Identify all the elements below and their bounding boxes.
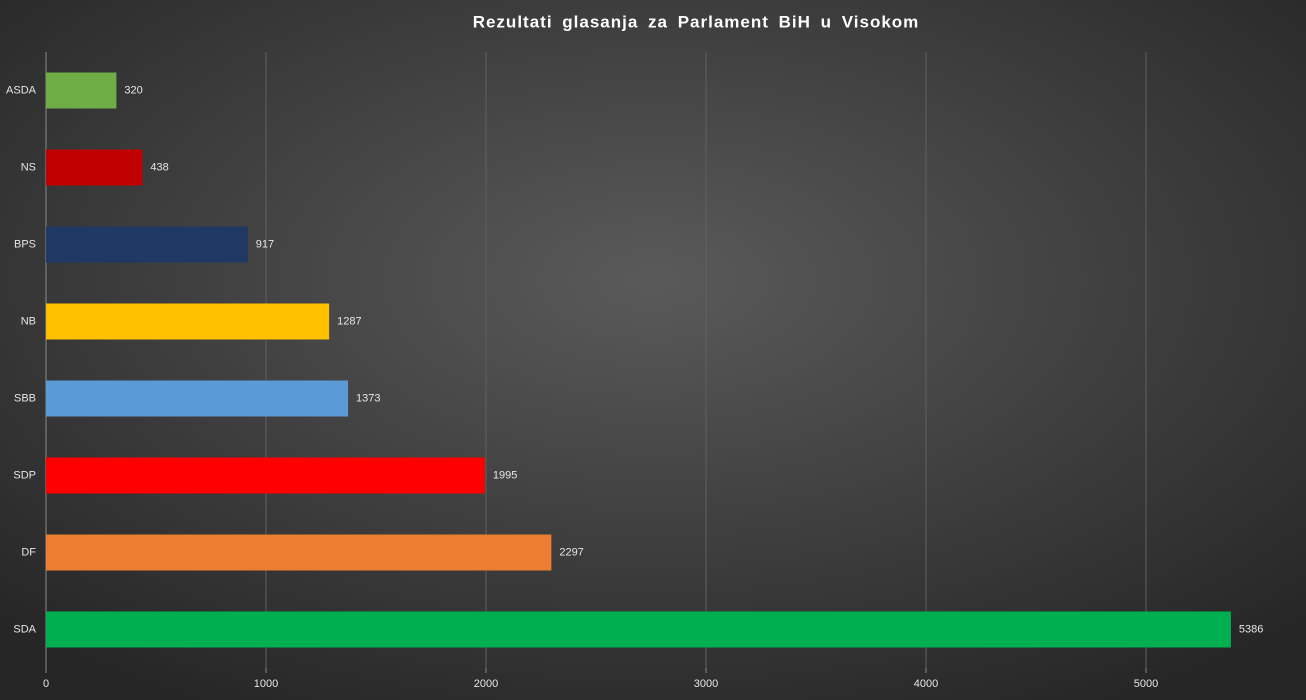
bar [46,72,117,109]
x-tick-label: 3000 [694,678,718,690]
x-tick-label: 4000 [914,678,938,690]
data-label: 5386 [1239,623,1263,635]
x-tick-label: 0 [43,678,49,690]
bar [46,380,349,417]
y-tick-label: SDA [13,623,36,635]
data-label: 1995 [493,469,517,481]
data-label: 2297 [559,546,583,558]
bar [46,457,485,494]
y-tick-label: SBB [14,392,36,404]
y-tick-label: SDP [13,469,36,481]
chart-title: Rezultati glasanja za Parlament BiH u Vi… [473,12,920,31]
bar [46,149,143,186]
y-tick-label: NB [21,315,36,327]
x-tick-label: 2000 [474,678,498,690]
data-label: 320 [124,84,142,96]
x-tick-label: 5000 [1134,678,1158,690]
data-label: 1287 [337,315,361,327]
bar [46,226,248,263]
bar [46,534,552,571]
y-tick-label: ASDA [6,84,37,96]
y-tick-label: NS [21,161,36,173]
y-tick-label: BPS [14,238,36,250]
bar [46,303,330,340]
y-tick-label: DF [21,546,36,558]
x-tick-label: 1000 [254,678,278,690]
data-label: 438 [150,161,168,173]
data-label: 917 [256,238,274,250]
data-label: 1373 [356,392,380,404]
bar [46,611,1231,648]
